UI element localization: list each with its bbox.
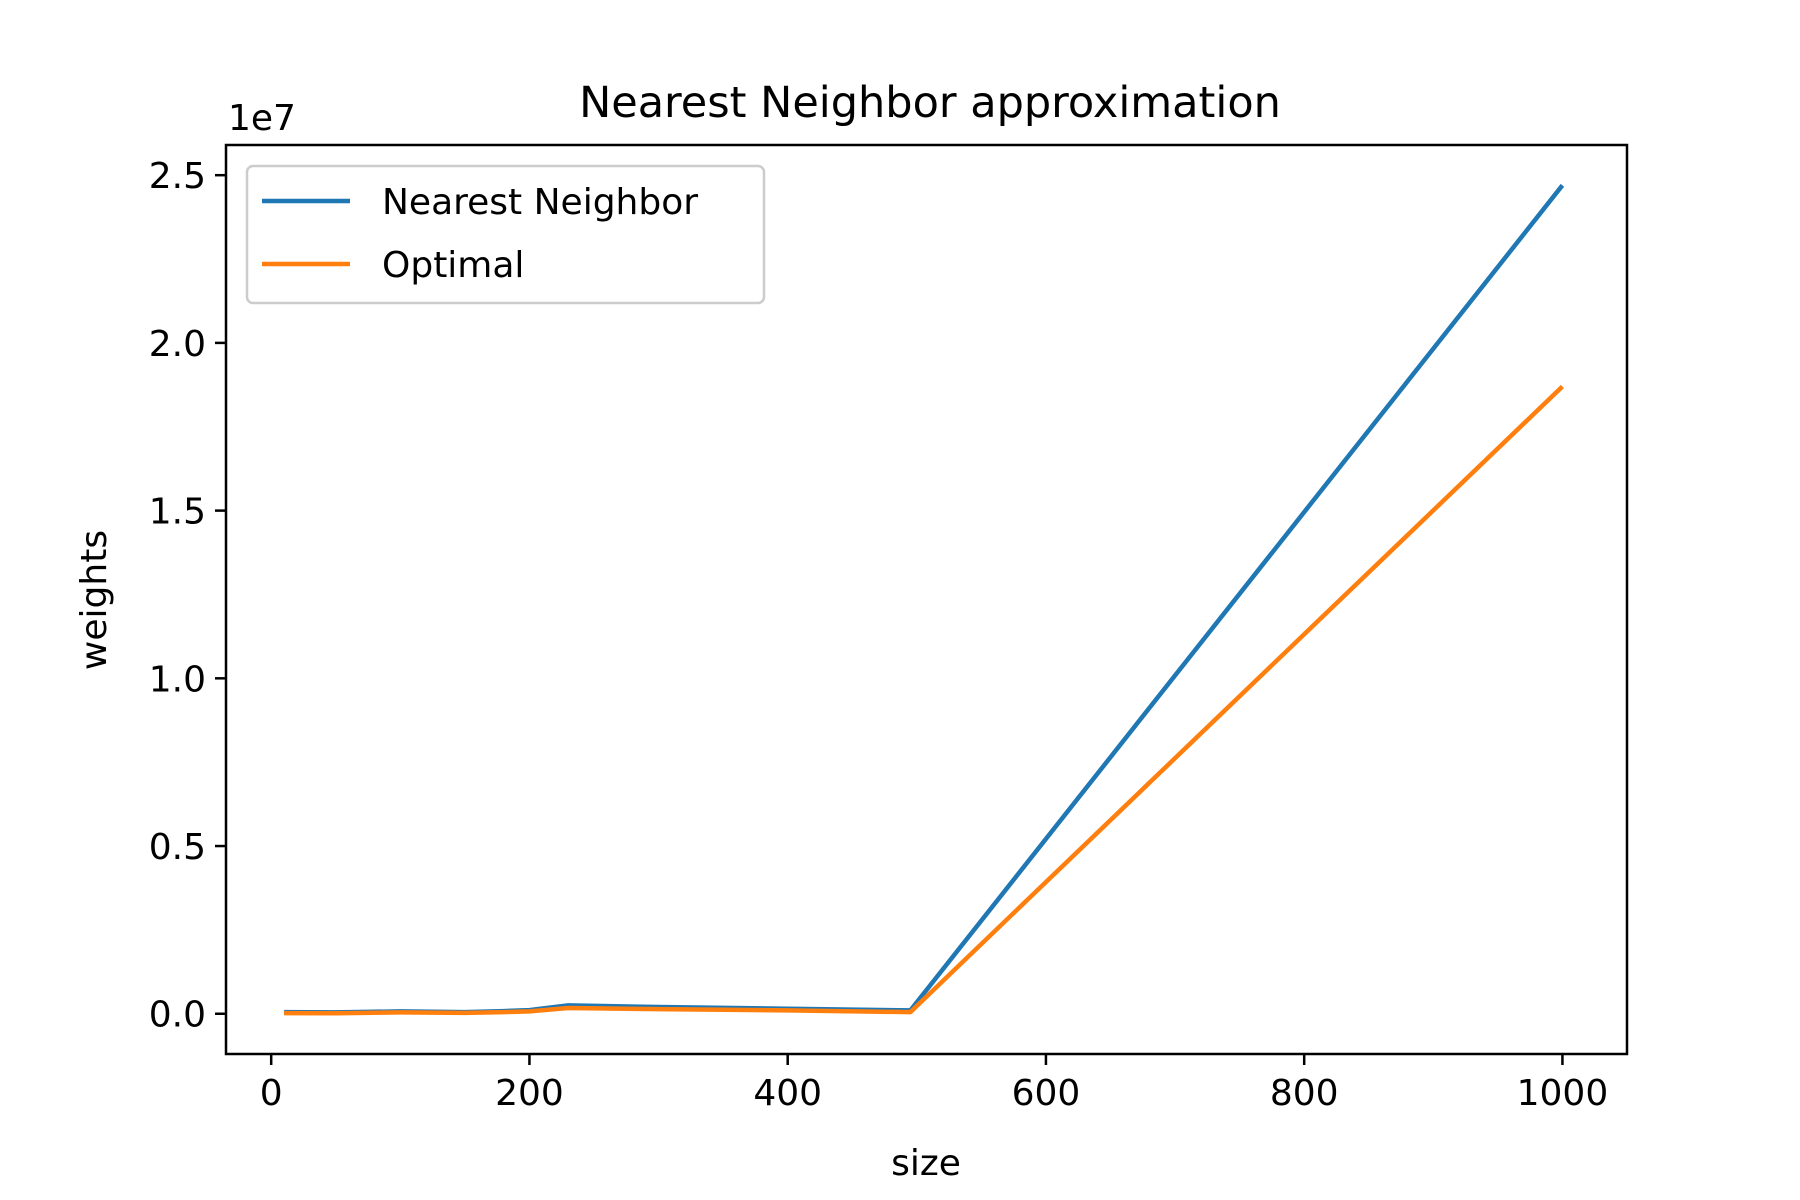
plot-frame (224, 143, 1629, 1056)
legend-frame (245, 164, 766, 305)
y-tick-label: 2.0 (149, 324, 206, 365)
legend-label-optimal: Optimal (382, 245, 524, 286)
x-tick-label: 600 (1012, 1073, 1081, 1114)
x-tick-label: 800 (1270, 1073, 1339, 1114)
y-axis-label: weights (74, 530, 115, 670)
x-tick-label: 0 (260, 1073, 283, 1114)
legend-label-nearest-neighbor: Nearest Neighbor (382, 182, 698, 223)
x-tick-label: 400 (753, 1073, 822, 1114)
x-axis-label: size (891, 1143, 961, 1184)
y-tick-label: 1.5 (149, 492, 206, 533)
series-line-nearest-neighbor (284, 183, 1565, 1015)
x-tick-label: 200 (495, 1073, 564, 1114)
plot-lines (284, 183, 1565, 1016)
x-axis-ticks: 0 200 400 600 800 1000 (260, 1054, 1609, 1114)
y-tick-label: 0.0 (149, 995, 206, 1036)
y-tick-label: 0.5 (149, 827, 206, 868)
y-axis-ticks: 0.0 0.5 1.0 1.5 2.0 2.5 (149, 156, 226, 1036)
y-tick-label: 2.5 (149, 156, 206, 197)
y-axis-offset-label: 1e7 (228, 98, 296, 139)
legend: Nearest Neighbor Optimal (245, 164, 766, 305)
series-line-optimal (284, 384, 1564, 1016)
chart-title: Nearest Neighbor approximation (579, 78, 1281, 128)
x-tick-label: 1000 (1517, 1073, 1609, 1114)
y-tick-label: 1.0 (149, 659, 206, 700)
